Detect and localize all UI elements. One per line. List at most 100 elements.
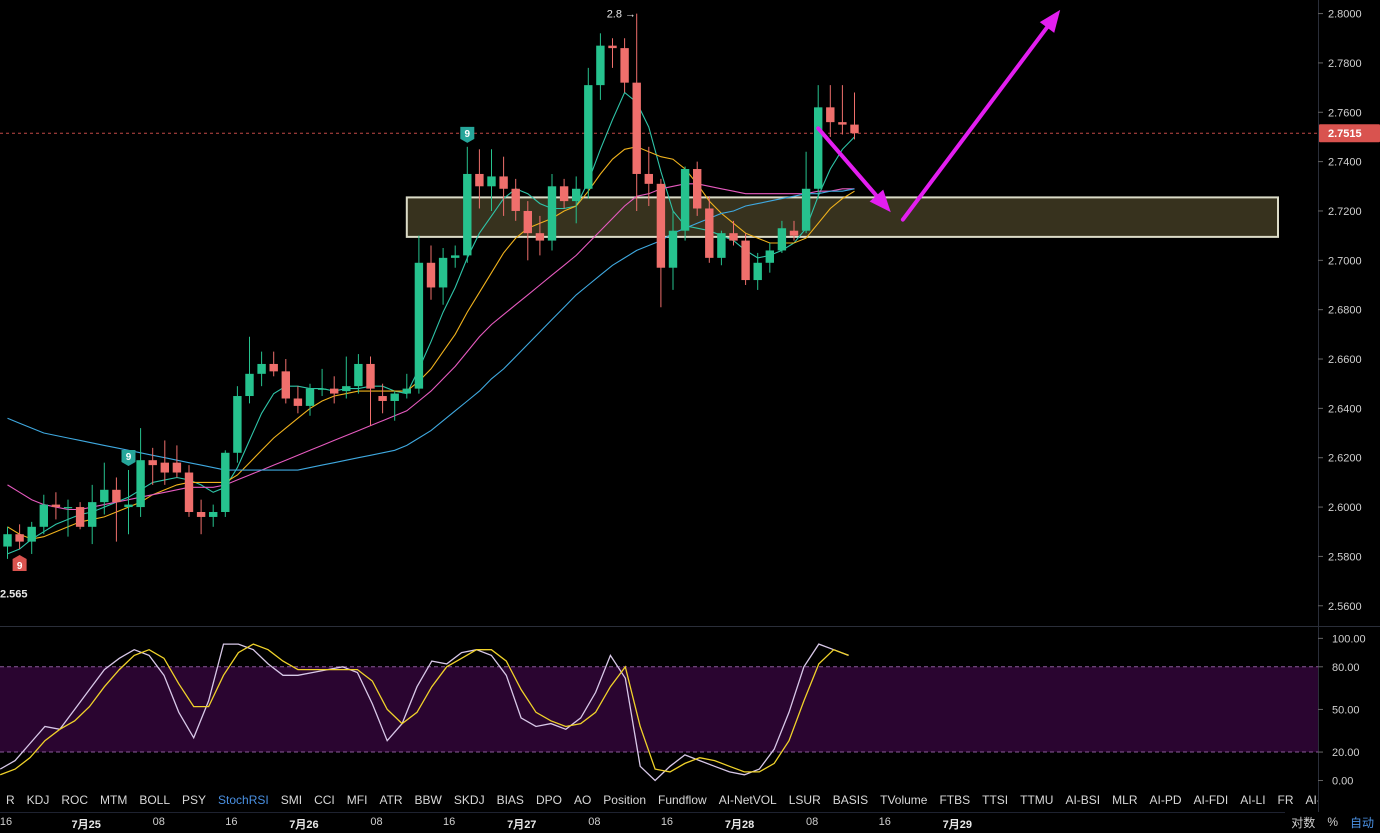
indicator-tab-kdj[interactable]: KDJ <box>26 793 50 807</box>
candle-body <box>644 173 653 184</box>
indicator-tab-mtm[interactable]: MTM <box>100 793 128 807</box>
td-signal-shape <box>12 555 27 572</box>
candle-body <box>729 233 738 241</box>
stochrsi-tick-label: 50.00 <box>1332 704 1360 716</box>
candle-body <box>499 176 508 189</box>
indicator-tab-cci[interactable]: CCI <box>314 793 335 807</box>
indicator-tab-skdj[interactable]: SKDJ <box>453 793 485 807</box>
candle-body <box>281 371 290 399</box>
indicator-tab-mfi[interactable]: MFI <box>346 793 368 807</box>
candle-body <box>596 45 605 86</box>
candle-down <box>51 492 61 520</box>
indicator-tab-ai-li[interactable]: AI-LI <box>1240 793 1266 807</box>
candle-up <box>342 356 351 399</box>
indicator-tab-position[interactable]: Position <box>603 793 646 807</box>
candle-down <box>366 356 375 426</box>
time-axis[interactable]: 16 7月25 08 16 7月26 08 16 7月27 08 16 7月28 08 16 7月29 <box>0 812 1380 833</box>
indicator-tab-ai-bst[interactable]: AI-BST <box>1305 793 1318 807</box>
candle-up <box>88 484 97 545</box>
indicator-tab-ai-bsi[interactable]: AI-BSI <box>1065 793 1101 807</box>
candle-up <box>136 428 145 517</box>
candle-body <box>668 230 678 268</box>
candle-down <box>535 215 545 256</box>
indicator-tab-basis[interactable]: BASIS <box>832 793 869 807</box>
indicator-tab-bbw[interactable]: BBW <box>414 793 442 807</box>
candle-down <box>330 376 339 404</box>
candle-body <box>136 460 145 508</box>
auto-scale-button[interactable]: 自动 <box>1349 815 1374 830</box>
candle-up <box>584 67 593 199</box>
indicator-tab-lsur[interactable]: LSUR <box>788 793 821 807</box>
candle-up <box>27 521 36 554</box>
candlesticks <box>3 13 859 559</box>
indicator-tab-ttmu[interactable]: TTMU <box>1020 793 1054 807</box>
time-tick-day: 7月25 <box>71 819 101 831</box>
indicator-tab-mlr[interactable]: MLR <box>1112 793 1138 807</box>
log-scale-button[interactable]: 对数 <box>1291 815 1316 830</box>
percent-scale-button[interactable]: % <box>1327 815 1338 829</box>
indicator-tab-r[interactable]: R <box>6 793 15 807</box>
indicator-tab-ai-netvol[interactable]: AI-NetVOL <box>718 793 777 807</box>
candle-body <box>354 363 363 387</box>
main-price-grid <box>0 0 1380 812</box>
candle-up <box>753 252 762 290</box>
candle-body <box>451 255 460 258</box>
candle-up <box>402 373 411 399</box>
candle-body <box>620 48 629 83</box>
indicator-tab-ai-fdi[interactable]: AI-FDI <box>1193 793 1229 807</box>
candle-body <box>632 82 641 174</box>
indicator-tab-fundflow[interactable]: Fundflow <box>658 793 707 807</box>
indicator-tab-ftbs[interactable]: FTBS <box>939 793 971 807</box>
candle-down <box>160 440 169 485</box>
candle-body <box>317 388 327 390</box>
candle-body <box>547 186 557 241</box>
indicator-tab-psy[interactable]: PSY <box>182 793 207 807</box>
indicator-tab-ai-pd[interactable]: AI-PD <box>1149 793 1182 807</box>
stochrsi-axis: 0.00 20.00 50.00 80.00 100.00 <box>1318 633 1366 787</box>
indicator-tab-ao[interactable]: AO <box>573 793 592 807</box>
candle-body <box>789 230 799 236</box>
indicator-tab-tvolume[interactable]: TVolume <box>880 793 928 807</box>
indicator-tab-boll[interactable]: BOLL <box>139 793 171 807</box>
moving-averages <box>7 91 855 555</box>
indicator-tab-smi[interactable]: SMI <box>280 793 303 807</box>
candle-up <box>233 386 242 463</box>
candle-body <box>366 363 375 389</box>
forecast-arrow-shaft <box>900 25 1050 222</box>
candle-up <box>717 230 726 266</box>
ma-line-3 <box>7 183 855 511</box>
price-axis[interactable]: 2.8000 2.7800 2.7600 2.7400 2.7200 2.7000 2.68… <box>1318 9 1380 613</box>
candle-down <box>511 178 520 221</box>
candle-body <box>305 388 315 406</box>
indicator-tab-fr[interactable]: FR <box>1277 793 1294 807</box>
candle-down <box>112 477 121 542</box>
candle-down <box>15 524 24 550</box>
candle-down <box>656 178 666 308</box>
candle-body <box>51 504 61 508</box>
candle-body <box>608 45 617 49</box>
ma-line-2 <box>7 146 855 540</box>
indicator-tab-bias[interactable]: BIAS <box>496 793 524 807</box>
indicator-tab-ttsi[interactable]: TTSI <box>982 793 1009 807</box>
candle-down <box>378 383 387 414</box>
candle-down <box>693 161 702 216</box>
candle-body <box>705 208 714 258</box>
indicator-tab-atr[interactable]: ATR <box>379 793 403 807</box>
time-tick-hour: 16 <box>443 816 456 828</box>
indicator-tab-stochrsi[interactable]: StochRSI <box>218 793 269 807</box>
candle-up <box>765 243 774 273</box>
candle-up <box>257 351 266 387</box>
candle-down <box>293 386 303 414</box>
indicator-tab-roc[interactable]: ROC <box>61 793 89 807</box>
time-tick-hour: 08 <box>152 816 165 828</box>
candle-body <box>221 452 230 513</box>
candle-down <box>426 245 436 300</box>
candle-down <box>499 156 508 216</box>
candle-up <box>63 499 73 537</box>
stochrsi-d-line <box>0 643 849 776</box>
candle-body <box>39 504 48 527</box>
indicator-tab-dpo[interactable]: DPO <box>535 793 562 807</box>
td-signal-label: 9 <box>17 561 23 572</box>
candle-up <box>245 336 254 404</box>
